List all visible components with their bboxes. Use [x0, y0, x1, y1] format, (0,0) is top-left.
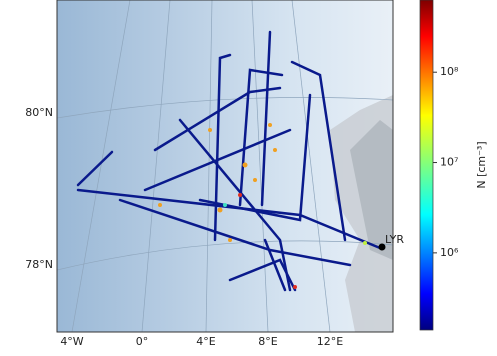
station-label: LYR: [385, 233, 404, 246]
figure: LYR 80°N 78°N 4°W 0° 4°E 8°E 12°E N [cm⁻³] 10…: [0, 0, 497, 352]
colorbar-label: N [cm⁻³]: [475, 141, 488, 188]
colorbar: [420, 0, 433, 330]
latitude-label: 78°N: [25, 258, 53, 271]
longitude-label: 0°: [136, 335, 149, 348]
longitude-labels: 4°W 0° 4°E 8°E 12°E: [60, 335, 343, 348]
colorbar-tick-label: 10⁶: [440, 246, 459, 259]
longitude-label: 8°E: [258, 335, 277, 348]
longitude-label: 4°E: [196, 335, 215, 348]
colorbar-tick-label: 10⁷: [440, 156, 458, 169]
colorbar-tick-label: 10⁸: [440, 65, 459, 78]
longitude-label: 4°W: [60, 335, 83, 348]
latitude-labels: 80°N 78°N: [25, 106, 53, 271]
latitude-label: 80°N: [25, 106, 53, 119]
map: [57, 0, 393, 332]
longitude-label: 12°E: [317, 335, 343, 348]
page: {"map": {"latitude_labels": ["80°N", "78…: [0, 0, 497, 352]
